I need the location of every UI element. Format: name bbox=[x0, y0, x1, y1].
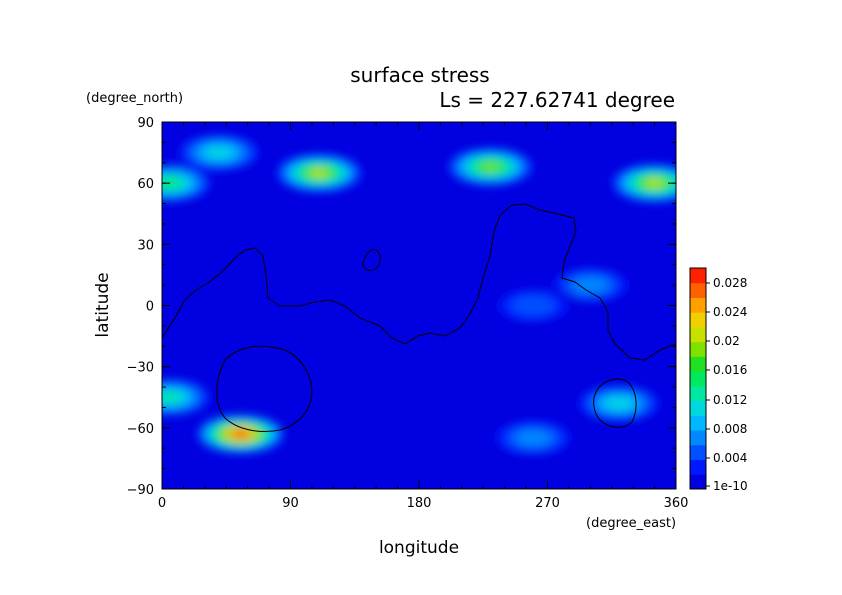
colorbar-swatch bbox=[690, 415, 706, 431]
colorbar-swatch bbox=[690, 268, 706, 284]
x-tick-label: 0 bbox=[158, 496, 166, 511]
x-axis-label: longitude bbox=[379, 538, 459, 558]
colorbar: 0.028 0.024 0.02 0.016 0.012 0.008 0.004 1e-10 bbox=[689, 267, 748, 493]
heatmap-region bbox=[646, 179, 663, 187]
colorbar-swatch bbox=[690, 326, 706, 343]
colorbar-swatch bbox=[690, 474, 706, 490]
heatmap-region bbox=[571, 277, 609, 294]
colorbar-swatch bbox=[690, 371, 706, 387]
contour-line bbox=[162, 203, 676, 361]
y-tick-label: 60 bbox=[137, 177, 154, 192]
y-tick-label: 90 bbox=[137, 116, 154, 131]
heatmap-region bbox=[234, 431, 247, 437]
x-unit-label: (degree_east) bbox=[586, 516, 676, 531]
y-tick-label: −30 bbox=[127, 361, 154, 376]
heatmap-field bbox=[162, 122, 676, 489]
heatmap-region bbox=[311, 169, 327, 177]
colorbar-swatch bbox=[690, 341, 706, 357]
contour-line bbox=[593, 378, 637, 428]
contour-line bbox=[216, 345, 313, 432]
x-tick-label: 180 bbox=[407, 496, 432, 511]
colorbar-swatch bbox=[690, 312, 706, 328]
colorbar-tick-label: 0.012 bbox=[713, 393, 747, 407]
y-unit-label: (degree_north) bbox=[86, 91, 183, 106]
y-tick-label: 30 bbox=[137, 238, 154, 253]
x-tick-label: 360 bbox=[664, 496, 689, 511]
y-tick-label: 0 bbox=[146, 300, 154, 315]
colorbar-swatch bbox=[690, 444, 706, 461]
colorbar-tick-label: 0.02 bbox=[713, 334, 740, 348]
y-axis-label: latitude bbox=[93, 272, 113, 337]
heatmap-region bbox=[605, 397, 633, 410]
colorbar-swatch bbox=[690, 282, 706, 298]
colorbar-tick-label: 1e-10 bbox=[713, 479, 748, 493]
heatmap-region bbox=[510, 295, 557, 316]
contour-line bbox=[362, 249, 381, 271]
axis-ticks bbox=[161, 121, 677, 490]
heatmap-region bbox=[162, 178, 180, 188]
colorbar-swatch bbox=[690, 459, 706, 475]
colorbar-swatch bbox=[690, 297, 706, 313]
x-tick-label: 270 bbox=[535, 496, 560, 511]
colorbar-frame bbox=[689, 267, 707, 490]
colorbar-tick-label: 0.028 bbox=[713, 276, 747, 290]
y-tick-label: −60 bbox=[127, 422, 154, 437]
topography-contours bbox=[162, 203, 676, 432]
colorbar-swatch bbox=[690, 356, 706, 372]
colorbar-tick-label: 0.008 bbox=[713, 422, 747, 436]
colorbar-swatch bbox=[690, 430, 706, 446]
colorbar-tick-label: 0.004 bbox=[713, 451, 747, 465]
colorbar-swatch bbox=[690, 385, 706, 402]
heatmap-region bbox=[162, 392, 181, 403]
colorbar-swatch bbox=[690, 400, 706, 416]
heatmap-region bbox=[482, 163, 499, 171]
heatmap-region bbox=[514, 430, 552, 447]
colorbar-tick-label: 0.016 bbox=[713, 363, 747, 377]
x-tick-label: 90 bbox=[282, 496, 299, 511]
colorbar-tick-label: 0.024 bbox=[713, 305, 747, 319]
chart-title: surface stress bbox=[350, 63, 489, 87]
chart-subtitle: Ls = 227.62741 degree bbox=[439, 88, 675, 112]
y-tick-label: −90 bbox=[127, 483, 154, 498]
heatmap-region bbox=[205, 146, 233, 159]
